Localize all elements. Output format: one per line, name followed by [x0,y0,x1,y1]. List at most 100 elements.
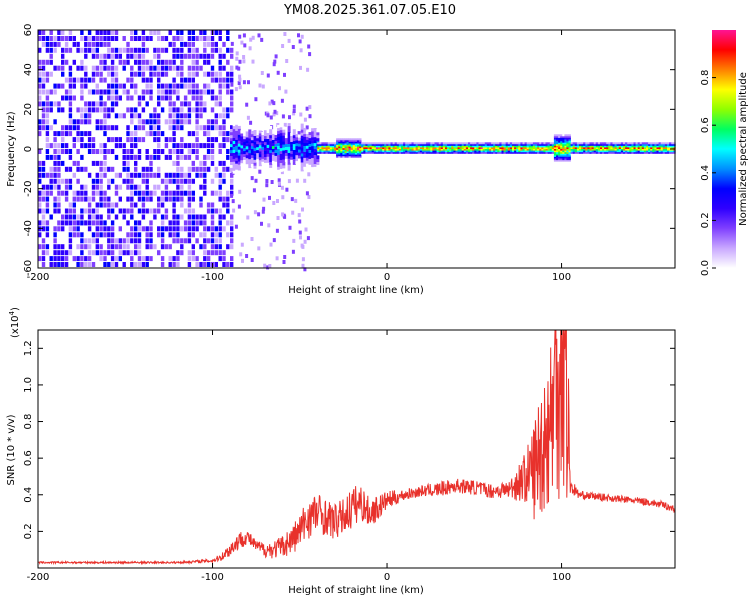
spectrogram-cell [137,256,142,262]
spectrogram-cell [110,89,115,95]
spectrogram-cell [176,220,180,226]
spectrogram-cell [130,30,134,35]
spectrogram-cell [57,172,61,178]
spectrogram-cell [266,141,270,145]
spectrogram-cell [637,150,641,153]
spectrogram-cell [145,154,149,160]
spectrogram-cell [287,131,291,135]
spectrogram-cell [195,53,199,59]
spectrogram-cell [568,140,571,143]
spectrogram-cell [191,256,195,262]
spectrogram-cell [373,147,377,149]
spectrogram-cell [428,148,431,151]
spectrogram-cell [110,244,115,250]
spectrogram-cell [562,148,565,151]
spectrogram-cell [336,151,339,153]
spectrogram-cell [480,147,483,149]
spectrogram-cell [187,232,192,238]
spectrogram-cell [365,142,368,145]
spectrogram-cell [38,47,42,53]
spectrogram-cell [556,139,559,142]
spectrogram-cell [491,145,494,148]
spectrogram-cell [346,155,349,158]
spectrogram-cell [392,148,395,151]
spectrogram-cell [482,148,486,151]
spectrogram-cell [49,41,53,47]
spectrogram-cell [392,143,395,146]
spectrogram-cell [53,184,57,190]
spectrogram-cell [49,262,53,267]
spectrogram-cell [203,41,207,47]
spectrogram-cell [461,150,465,153]
spectrogram-cell [110,262,115,267]
spectrogram-cell [346,147,349,150]
spectrogram-cell [461,143,465,146]
spectrogram-cell [514,153,517,156]
spectrogram-cell [340,154,343,157]
spectrogram-cell [421,150,425,153]
spectrogram-cell [168,107,172,113]
spectrogram-cell [560,135,563,138]
spectrogram-cell [237,128,241,132]
spectrogram-cell [352,154,356,157]
spectrogram-cell [549,145,553,148]
spectrogram-cell [299,112,303,117]
spectrogram-cell [308,131,312,136]
spectrogram-cell [478,147,481,149]
spectrogram-cell [114,71,119,77]
spectrogram-cell [145,36,149,41]
spectrogram-cell [295,137,299,141]
spectrogram-cell [562,153,565,156]
spectrogram-cell [72,202,76,208]
spectrogram-cell [350,155,354,158]
spectrogram-cell [118,226,122,232]
spectrogram-cell [526,143,530,146]
spectrogram-cell [409,153,412,156]
spectrogram-cell [160,95,165,101]
spectrogram-cell [562,159,565,162]
spectrogram-cell [292,129,296,133]
spectrogram-cell [516,148,519,151]
spectrogram-cell [618,143,622,146]
spectrogram-cell [461,147,465,149]
spectrogram-cell [451,148,454,151]
spectrogram-cell [313,134,317,138]
spectrogram-cell [493,153,496,156]
spectrogram-cell [560,153,563,156]
spectrogram-cell [64,143,69,149]
spectrogram-cell [145,101,149,107]
spectrogram-cell [99,256,103,262]
spectrogram-cell [118,238,122,244]
spectrogram-cell [49,143,53,149]
spectrogram-cell [453,150,456,153]
spectrogram-cell [38,190,42,196]
spectrogram-cell [248,138,252,142]
spectrogram-cell [80,77,84,83]
spectrogram-cell [195,220,199,226]
spectrogram-cell [230,184,234,190]
spectrogram-cell [388,151,391,154]
spectrogram-cell [187,89,192,95]
spectrogram-cell [264,141,267,146]
spectrogram-cell [298,134,301,138]
spectrogram-cell [386,142,389,145]
spectrogram-cell [344,147,347,150]
spectrogram-cell [274,146,278,150]
spectrogram-cell [226,166,230,172]
spectrogram-cell [107,149,111,154]
spectrogram-cell [149,77,153,83]
spectrogram-cell [114,143,119,149]
spectrogram-cell [301,257,305,262]
spectrogram-cell [172,190,176,196]
spectrogram-cell [107,107,111,113]
spectrogram-cell [669,142,672,145]
spectrogram-cell [635,147,638,149]
spectrogram-cell [447,151,450,154]
spectrogram-cell [68,166,73,172]
spectrogram-cell [187,172,192,178]
spectrogram-cell [269,135,273,139]
spectrogram-cell [253,147,257,151]
spectrogram-cell [203,53,207,59]
spectrogram-cell [354,139,358,142]
spectrogram-cell [524,147,527,149]
